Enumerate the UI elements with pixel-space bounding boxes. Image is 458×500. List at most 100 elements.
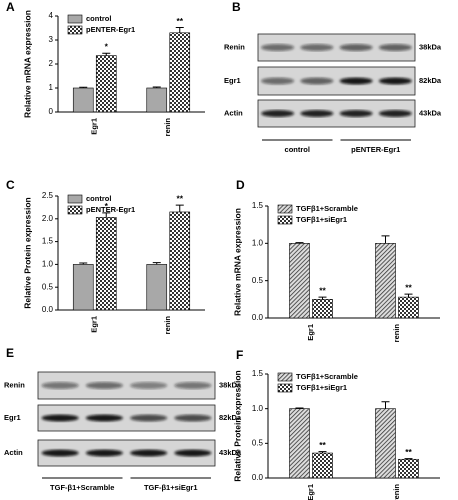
blot-band (339, 44, 373, 51)
y-tick-label: 2.5 (42, 191, 54, 200)
bar (95, 55, 117, 113)
row-label: Actin (4, 448, 23, 457)
size-label: 43kDa (219, 448, 242, 457)
legend-label: TGFβ1+siEgr1 (296, 215, 347, 224)
significance: ** (176, 193, 183, 203)
y-tick-label: 2 (49, 59, 54, 68)
legend-label: control (86, 14, 111, 23)
bar (289, 408, 310, 479)
significance: * (105, 41, 109, 51)
blot-band (130, 449, 168, 457)
error-bar (102, 212, 111, 218)
blot-band (300, 77, 334, 85)
blot-band (261, 77, 295, 85)
size-label: 38kDa (219, 380, 242, 389)
y-tick-label: 2.0 (42, 214, 54, 223)
error-bar (175, 204, 184, 212)
blot-band (174, 382, 212, 389)
group-label: pENTER-Egr1 (351, 145, 400, 154)
legend-swatch (277, 383, 293, 393)
blot-band (41, 382, 79, 389)
y-tick-label: 0.0 (252, 473, 264, 482)
error-bar (175, 27, 184, 33)
blot-band (41, 449, 79, 457)
legend-label: TGFβ1+siEgr1 (296, 383, 347, 392)
bar (146, 87, 168, 113)
bar (289, 243, 310, 319)
legend-label: pENTER-Egr1 (86, 205, 135, 214)
y-tick-label: 0 (49, 107, 54, 116)
error-bar (79, 86, 88, 88)
error-bar (381, 401, 390, 409)
error-bar (152, 86, 161, 88)
row-label: Egr1 (224, 76, 241, 85)
bar (72, 264, 94, 311)
x-tick-label: Egr1 (90, 118, 99, 135)
error-bar (404, 293, 413, 298)
significance: ** (319, 440, 326, 450)
y-tick-label: 3 (49, 35, 54, 44)
y-tick-label: 4 (49, 11, 54, 20)
row-label: Renin (224, 42, 245, 51)
group-label: TGF-β1+siEgr1 (144, 483, 198, 492)
y-tick-label: 1 (49, 83, 54, 92)
blot-band (378, 44, 412, 51)
legend-swatch (277, 204, 293, 214)
blot-band (300, 44, 334, 51)
y-tick-label: 1.5 (252, 369, 264, 378)
legend-swatch (67, 194, 83, 204)
y-tick-label: 1.5 (252, 201, 264, 210)
bar (72, 87, 94, 113)
bar (398, 296, 419, 319)
blot-band (300, 110, 334, 117)
significance: ** (176, 16, 183, 26)
y-tick-label: 1.0 (252, 238, 264, 247)
blot-band (339, 77, 373, 85)
bar (95, 217, 117, 311)
panel-label: E (6, 346, 14, 360)
bar (398, 458, 419, 479)
legend-swatch (277, 372, 293, 382)
significance: ** (319, 285, 326, 295)
x-tick-label: renin (392, 484, 401, 500)
legend-label: pENTER-Egr1 (86, 25, 135, 34)
size-label: 82kDa (219, 413, 242, 422)
legend-swatch (277, 215, 293, 225)
y-axis-label: Relative Protein expression (232, 370, 242, 482)
x-tick-label: Egr1 (90, 316, 99, 333)
bar (375, 243, 396, 319)
significance: ** (405, 282, 412, 292)
y-axis-label: Relative mRNA expression (22, 10, 32, 118)
significance: ** (405, 447, 412, 457)
panel-label: F (236, 348, 243, 362)
blot-band (339, 110, 373, 117)
y-tick-label: 0.5 (252, 276, 264, 285)
legend-swatch (67, 205, 83, 215)
row-label: Actin (224, 108, 243, 117)
blot-band (85, 449, 123, 457)
bar (169, 211, 191, 311)
size-label: 38kDa (419, 42, 442, 51)
panel-label: C (6, 178, 15, 192)
blot-band (378, 110, 412, 117)
row-label: Renin (4, 380, 25, 389)
y-axis-label: Relative mRNA expression (232, 208, 242, 316)
x-tick-label: Egr1 (306, 484, 315, 500)
x-tick-label: renin (163, 316, 172, 335)
group-label: TGF-β1+Scramble (50, 483, 114, 492)
error-bar (79, 262, 88, 265)
blot-band (85, 382, 123, 389)
legend-swatch (67, 25, 83, 35)
y-tick-label: 1.0 (252, 404, 264, 413)
blot-band (130, 414, 168, 422)
y-tick-label: 1.5 (42, 237, 54, 246)
y-tick-label: 0.5 (42, 282, 54, 291)
blot-band (85, 414, 123, 422)
bar (169, 32, 191, 113)
y-tick-label: 0.0 (42, 305, 54, 314)
error-bar (102, 52, 111, 56)
blot-band (41, 414, 79, 422)
panel-label: A (6, 0, 15, 14)
error-bar (152, 262, 161, 265)
size-label: 82kDa (419, 76, 442, 85)
